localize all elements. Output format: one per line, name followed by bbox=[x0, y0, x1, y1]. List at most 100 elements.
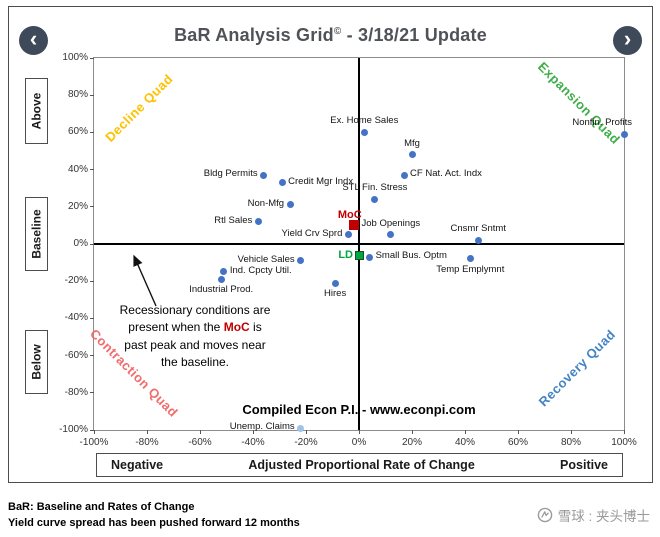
data-point-label: Ind. Cpcty Util. bbox=[229, 264, 292, 276]
y-tick-label: 60% bbox=[67, 126, 88, 138]
data-point-label: Hires bbox=[324, 288, 347, 300]
y-tick-mark bbox=[90, 280, 94, 282]
annotation-line: the baseline. bbox=[160, 355, 230, 370]
y-zone-baseline-label: Baseline bbox=[29, 209, 44, 259]
x-tick-mark bbox=[411, 430, 413, 434]
x-tick-label: 60% bbox=[507, 437, 528, 448]
y-tick-mark bbox=[90, 169, 94, 171]
data-point bbox=[286, 201, 294, 209]
footnote-yield-curve: Yield curve spread has been pushed forwa… bbox=[8, 517, 300, 529]
data-point-label: Mfg bbox=[404, 137, 420, 149]
y-zero-axis-line bbox=[94, 243, 624, 245]
quadrant-label-expansion-quad: Expansion Quad bbox=[534, 58, 624, 148]
data-point-label: Credit Mgr Indx bbox=[288, 175, 354, 187]
data-point-label: Ex. Home Sales bbox=[330, 115, 399, 127]
data-point-label: Non-Mfg bbox=[247, 197, 285, 209]
annotation-line: Recessionary conditions are bbox=[119, 303, 271, 317]
data-point bbox=[331, 279, 339, 287]
prev-arrow-button[interactable]: ‹ bbox=[19, 26, 48, 55]
moc-highlight: MoC bbox=[223, 320, 250, 335]
watermark-text: 雪球 : 夹头博士 bbox=[557, 509, 650, 524]
chart-frame: ‹ BaR Analysis Grid© - 3/18/21 Update › … bbox=[8, 6, 653, 483]
y-tick-mark bbox=[90, 392, 94, 394]
data-point-label: Cnsmr Sntmt bbox=[450, 223, 506, 235]
xueqiu-logo-icon bbox=[537, 507, 553, 523]
data-point-label: STL Fin. Stress bbox=[342, 182, 408, 194]
data-point bbox=[474, 236, 482, 244]
x-tick-label: 40% bbox=[454, 437, 475, 448]
x-tick-label: 100% bbox=[611, 437, 637, 448]
y-tick-mark bbox=[90, 355, 94, 357]
copyright-symbol: © bbox=[333, 26, 342, 37]
y-zone-baseline: Baseline bbox=[25, 197, 48, 271]
x-tick-label: -100% bbox=[79, 437, 109, 448]
next-arrow-button[interactable]: › bbox=[613, 26, 642, 55]
marker-label-moc: MoC bbox=[337, 209, 362, 222]
data-point bbox=[297, 424, 305, 432]
y-tick-label: -40% bbox=[64, 312, 88, 324]
data-point-label: Nonfin. Profits bbox=[572, 117, 632, 129]
quadrant-label-decline-quad: Decline Quad bbox=[102, 71, 176, 145]
data-point bbox=[254, 218, 262, 226]
y-zone-above: Above bbox=[25, 78, 48, 144]
y-tick-mark bbox=[90, 429, 94, 431]
data-point-label: Small Bus. Optm bbox=[375, 250, 447, 262]
data-point bbox=[466, 255, 474, 263]
data-point bbox=[620, 130, 628, 138]
x-tick-mark bbox=[570, 430, 572, 434]
x-tick-mark bbox=[623, 430, 625, 434]
data-point-label: Industrial Prod. bbox=[189, 284, 254, 296]
footnote-bar-definition: BaR: Baseline and Rates of Change bbox=[8, 501, 195, 513]
data-point-label: Temp Emplymnt bbox=[436, 263, 505, 275]
x-tick-label: 20% bbox=[401, 437, 422, 448]
y-tick-label: -80% bbox=[64, 386, 88, 398]
data-point-label: Rtl Sales bbox=[214, 214, 253, 226]
plot-area: Recessionary conditions are present when… bbox=[59, 52, 637, 448]
y-tick-label: 40% bbox=[67, 163, 88, 175]
y-tick-label: -100% bbox=[59, 424, 88, 435]
x-tick-mark bbox=[517, 430, 519, 434]
data-point-label: CF Nat. Act. Indx bbox=[410, 168, 482, 180]
y-tick-mark bbox=[90, 317, 94, 319]
x-tick-mark bbox=[146, 430, 148, 434]
data-point bbox=[387, 231, 395, 239]
data-point bbox=[371, 195, 379, 203]
data-point bbox=[344, 231, 352, 239]
data-point bbox=[297, 257, 305, 265]
chart-title: BaR Analysis Grid© - 3/18/21 Update bbox=[9, 25, 652, 46]
y-tick-label: 20% bbox=[67, 200, 88, 212]
x-axis-positive-label: Positive bbox=[560, 458, 608, 472]
y-tick-mark bbox=[90, 206, 94, 208]
data-point bbox=[366, 253, 374, 261]
annotation-line: present when the MoC is bbox=[102, 319, 288, 336]
marker-moc bbox=[348, 220, 359, 231]
y-zone-above-label: Above bbox=[29, 92, 44, 130]
data-point-label: Yield Crv Sprd bbox=[281, 227, 343, 239]
x-axis-negative-label: Negative bbox=[111, 458, 164, 472]
x-tick-label: -80% bbox=[135, 437, 159, 448]
y-tick-label: 100% bbox=[62, 52, 88, 63]
data-point-label: Bldg Permits bbox=[203, 168, 258, 180]
data-point bbox=[217, 275, 225, 283]
chart-title-rest: - 3/18/21 Update bbox=[341, 25, 487, 45]
y-tick-label: 0% bbox=[73, 238, 88, 249]
y-tick-label: 80% bbox=[67, 89, 88, 101]
x-tick-label: -20% bbox=[294, 437, 318, 448]
marker-ld bbox=[354, 250, 364, 260]
x-axis-title: Adjusted Proportional Rate of Change bbox=[248, 458, 475, 472]
chevron-right-icon: › bbox=[623, 25, 632, 51]
x-tick-label: 0% bbox=[351, 437, 367, 448]
y-zone-below-label: Below bbox=[29, 344, 44, 380]
x-tick-mark bbox=[358, 430, 360, 434]
data-point bbox=[360, 128, 368, 136]
x-axis-label-bar: Negative Adjusted Proportional Rate of C… bbox=[96, 453, 623, 477]
data-point bbox=[278, 179, 286, 187]
marker-label-ld: LD bbox=[338, 249, 353, 262]
y-tick-mark bbox=[90, 94, 94, 96]
x-tick-label: -40% bbox=[241, 437, 265, 448]
data-point bbox=[400, 171, 408, 179]
y-tick-mark bbox=[90, 57, 94, 59]
y-tick-mark bbox=[90, 243, 94, 245]
x-tick-label: 80% bbox=[560, 437, 581, 448]
